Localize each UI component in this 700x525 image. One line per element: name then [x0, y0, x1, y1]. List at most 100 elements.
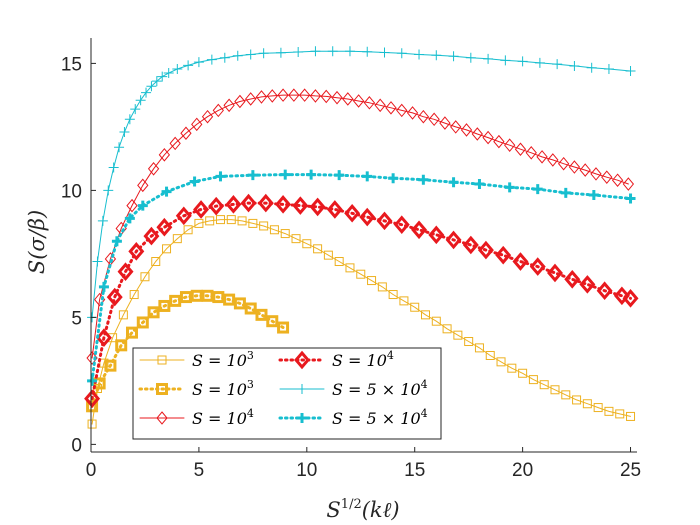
series-5-point-8	[124, 114, 135, 125]
series-3-point-20	[288, 88, 300, 102]
series-6-point-20	[560, 187, 571, 198]
legend-entry-6: S = 5 × 104	[278, 407, 428, 428]
series-2	[86, 289, 290, 413]
series-6-point-21	[588, 189, 599, 200]
series-4-point-22	[411, 220, 428, 240]
series-4-point-3	[106, 287, 123, 307]
legend-label-4: S = 104	[332, 349, 394, 370]
series-5-point-16	[172, 63, 183, 74]
series-1-point-18	[259, 221, 269, 231]
series-2-point-17	[255, 308, 268, 321]
series-4-point-2	[95, 328, 112, 348]
series-1-point-16	[237, 216, 247, 226]
series-3-point-39	[493, 134, 505, 149]
series-4-point-24	[445, 230, 462, 250]
series-4-point-30	[547, 263, 563, 283]
series-3-point-8	[158, 148, 171, 162]
series-1-point-43	[528, 375, 538, 385]
series-3-point-47	[579, 163, 591, 177]
series-6-point-15	[418, 174, 429, 185]
series-6-point-12	[334, 170, 345, 181]
x-tick-label-10: 10	[296, 460, 317, 481]
series-1-point-23	[313, 244, 323, 254]
series-6-point-19	[532, 184, 543, 195]
series-4-point-16	[309, 197, 326, 217]
series-1-point-31	[399, 296, 409, 306]
series-1-point-8	[151, 257, 161, 267]
series-3-point-16	[245, 92, 257, 106]
series-3-point-44	[547, 153, 559, 167]
legend-marker-4	[294, 350, 310, 370]
series-1-point-12	[194, 218, 204, 228]
legend-label-exp-2: 3	[247, 378, 254, 391]
x-tick-label-0: 0	[86, 460, 97, 481]
series-4-point-1	[84, 389, 101, 408]
legend-entry-1: S = 103	[139, 349, 254, 370]
series-5-point-21	[232, 50, 243, 61]
series-3-point-46	[568, 160, 581, 174]
series-1-point-21	[291, 234, 301, 244]
series-5-point-36	[483, 53, 494, 64]
series-6-point-11	[306, 169, 317, 180]
series-3-point-24	[331, 90, 343, 105]
series-1-point-26	[345, 263, 355, 273]
series-5-point-22	[245, 49, 256, 60]
series-2-point-19	[277, 321, 290, 334]
series-6-point-16	[448, 177, 459, 188]
series-2-point-16	[244, 302, 257, 315]
legend-label-6: S = 5 × 104	[332, 407, 428, 428]
series-5-point-32	[414, 49, 425, 60]
series-3-point-10	[180, 126, 192, 141]
legend-marker-6	[297, 413, 307, 423]
series-3-point-1	[86, 351, 98, 365]
y-tick-label-5: 5	[71, 308, 82, 329]
series-2-point-7	[147, 306, 160, 319]
series-4	[84, 193, 639, 408]
legend-label-exp-1: 3	[247, 349, 254, 362]
series-6-point-9	[247, 170, 258, 181]
series-5-point-44	[625, 66, 636, 77]
series-5-point-39	[534, 57, 545, 68]
series-2-point-11	[190, 289, 203, 302]
series-4-point-20	[376, 211, 393, 231]
series-1-point-50	[604, 406, 614, 416]
series-4-point-19	[359, 207, 376, 227]
legend-marker-3	[156, 411, 168, 425]
series-4-point-25	[462, 235, 479, 255]
series-1-point-27	[356, 269, 366, 279]
series-5-point-19	[206, 54, 217, 65]
series-1-point-10	[172, 234, 182, 244]
series-5-point-28	[344, 46, 355, 57]
legend-label-main-4: S = 10	[332, 351, 387, 370]
y-tick-label-15: 15	[61, 54, 82, 75]
series-3-point-36	[460, 123, 473, 137]
series-6-point-22	[625, 193, 636, 204]
series-1-point-11	[183, 225, 193, 235]
legend-label-main-3: S = 10	[192, 409, 247, 428]
series-3-point-12	[201, 109, 214, 124]
series-3-point-30	[396, 103, 408, 118]
series-4-point-11	[225, 195, 242, 214]
series-3-point-6	[137, 178, 149, 193]
series-1-point-36	[453, 330, 463, 340]
legend-label-main-1: S = 10	[192, 351, 247, 370]
series-3-point-48	[590, 167, 602, 181]
series-3-point-41	[514, 142, 527, 157]
series-1-point-9	[162, 244, 172, 254]
series-3-point-38	[482, 130, 494, 145]
series-1-point-13	[205, 216, 215, 226]
legend-label-exp-4: 4	[387, 349, 394, 362]
series-3-point-37	[471, 127, 483, 141]
series-5-point-25	[293, 46, 304, 57]
series-5-point-33	[431, 50, 442, 61]
series-4-point-10	[208, 196, 225, 216]
series-3-point-43	[536, 150, 548, 164]
series-3-point-11	[191, 117, 203, 132]
series-4-point-28	[512, 252, 529, 271]
axes: 0 5 10 15 20 25 0 5 10 15	[61, 38, 641, 481]
series-5-point-27	[327, 46, 338, 57]
legend-entry-2: S = 103	[138, 378, 254, 399]
series-1-point-7	[140, 272, 150, 282]
legend-marker-1	[157, 355, 167, 365]
